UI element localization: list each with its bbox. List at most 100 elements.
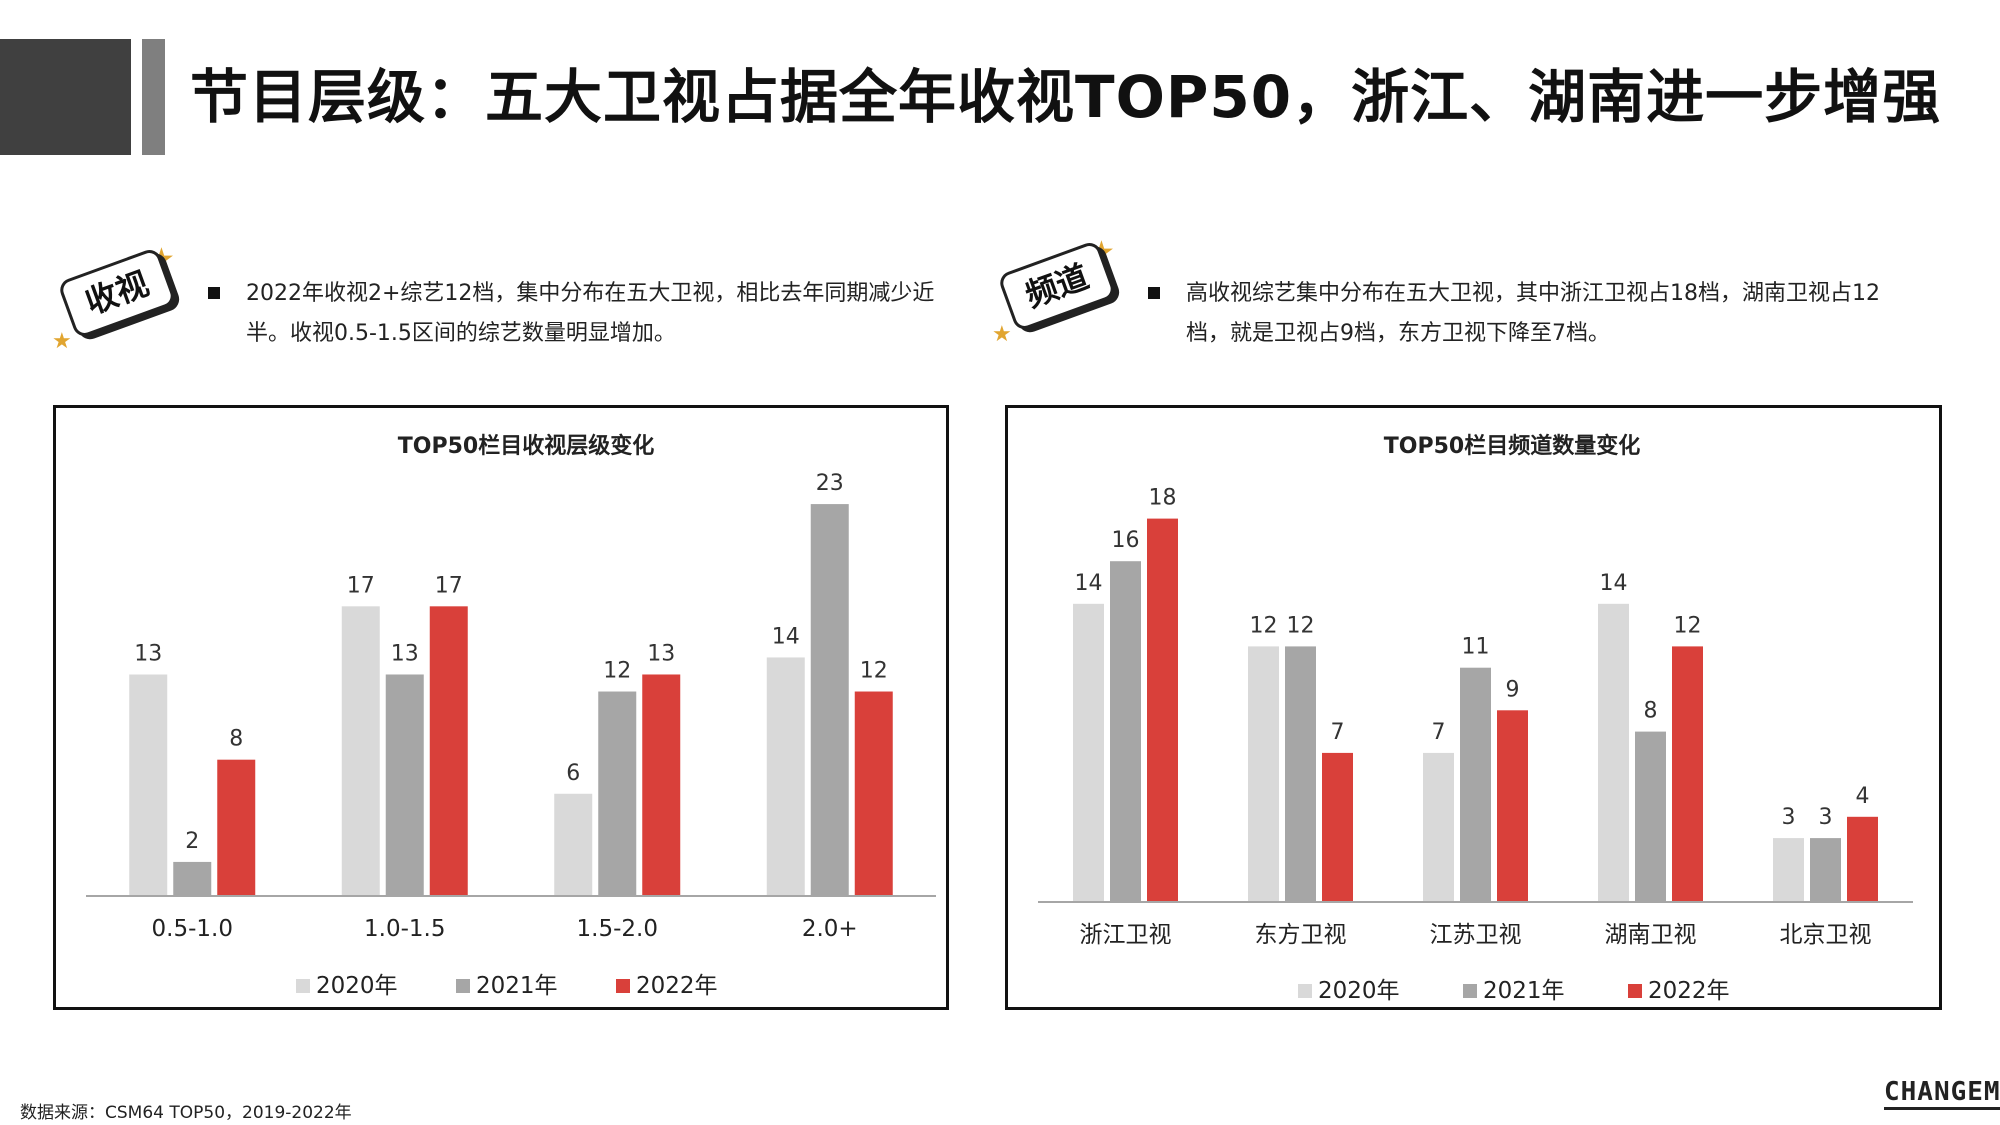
bar-2020 [1248, 646, 1279, 902]
left-bullet-line-1: 2022年收视2+综艺12档，集中分布在五大卫视，相比去年同期减少近 [246, 281, 935, 306]
category-tick-label: 湖南卫视 [1605, 922, 1697, 948]
data-label: 2 [185, 829, 199, 854]
star-icon: ★ [992, 322, 1012, 347]
data-label: 18 [1149, 486, 1177, 511]
legend-label: 2020年 [1318, 978, 1400, 1004]
data-label: 23 [816, 471, 844, 496]
category-tick-label: 2.0+ [802, 916, 858, 942]
bar-2022 [854, 691, 893, 896]
bar-2021 [1810, 838, 1841, 902]
category-tick-label: 1.5-2.0 [577, 916, 658, 942]
bar-2020 [766, 657, 805, 896]
chart-panel-channels: TOP50栏目频道数量变化 14 16 18 浙江卫视 12 12 7 东方卫视 7 11 9 江苏卫视… [1005, 405, 1942, 1010]
legend-label: 2021年 [476, 973, 558, 999]
bar-2022 [1497, 710, 1528, 902]
data-label: 17 [347, 573, 375, 598]
bullet-square-icon [208, 287, 220, 299]
data-label: 12 [603, 659, 631, 684]
bar-2020 [341, 606, 380, 896]
bar-2022 [1322, 752, 1353, 902]
category-tick-label: 浙江卫视 [1080, 922, 1172, 948]
data-label: 12 [1250, 613, 1278, 638]
data-label: 7 [1331, 720, 1345, 745]
bar-2021 [1460, 667, 1491, 902]
legend-label: 2020年 [316, 973, 398, 999]
data-label: 6 [566, 761, 580, 786]
data-label: 8 [229, 727, 243, 752]
data-label: 13 [391, 641, 419, 666]
badge-label: 收视 [56, 246, 178, 340]
legend-swatch [616, 979, 630, 993]
bullet-square-icon [1148, 287, 1160, 299]
category-tick-label: 1.0-1.5 [364, 916, 445, 942]
data-label: 8 [1644, 699, 1658, 724]
star-icon: ★ [52, 329, 72, 354]
category-tick-label: 江苏卫视 [1430, 922, 1522, 948]
chart-title: TOP50栏目频道数量变化 [1384, 433, 1640, 459]
data-label: 12 [1287, 613, 1315, 638]
bar-2020 [1423, 752, 1454, 902]
page-title: 节目层级：五大卫视占据全年收视TOP50，浙江、湖南进一步增强 [190, 63, 1942, 131]
bar-2022 [642, 674, 681, 896]
legend-label: 2021年 [1483, 978, 1565, 1004]
title-accent-bar [142, 39, 165, 155]
data-label: 7 [1432, 720, 1446, 745]
legend-swatch [1298, 984, 1312, 998]
right-bullet-line-2: 档，就是卫视占9档，东方卫视下降至7档。 [1186, 321, 1610, 346]
data-label: 4 [1856, 784, 1870, 809]
data-label: 14 [772, 624, 800, 649]
badge-channel: ★ ★ 频道 [992, 238, 1118, 347]
legend-swatch [1463, 984, 1477, 998]
left-bullet: 2022年收视2+综艺12档，集中分布在五大卫视，相比去年同期减少近 半。收视0… [208, 274, 966, 354]
data-label: 3 [1819, 805, 1833, 830]
category-tick-label: 东方卫视 [1255, 922, 1347, 948]
data-label: 17 [435, 573, 463, 598]
data-label: 13 [647, 641, 675, 666]
legend-swatch [456, 979, 470, 993]
bar-2020 [554, 793, 593, 896]
legend-swatch [1628, 984, 1642, 998]
chart-ratings-levels: TOP50栏目收视层级变化 13 2 8 0.5-1.0 17 13 17 1.0-1.5 6 12… [86, 433, 936, 999]
legend-label: 2022年 [636, 973, 718, 999]
bar-2022 [217, 759, 256, 896]
badge-ratings: ★ ★ 收视 [52, 245, 178, 354]
bar-2021 [1635, 731, 1666, 902]
chart-panel-ratings: TOP50栏目收视层级变化 13 2 8 0.5-1.0 17 13 17 1.0-1.5 6 12… [53, 405, 949, 1010]
data-source: 数据来源：CSM64 TOP50，2019-2022年 [20, 1103, 352, 1123]
category-tick-label: 0.5-1.0 [152, 916, 233, 942]
data-label: 16 [1112, 528, 1140, 553]
left-bullet-line-2: 半。收视0.5-1.5区间的综艺数量明显增加。 [246, 321, 676, 346]
data-label: 12 [1674, 613, 1702, 638]
data-label: 14 [1075, 571, 1103, 596]
chart-channel-counts: TOP50栏目频道数量变化 14 16 18 浙江卫视 12 12 7 东方卫视 7 11 9 江苏卫视… [1038, 433, 1913, 1004]
data-label: 13 [134, 641, 162, 666]
bar-2021 [810, 504, 849, 896]
bar-2021 [1285, 646, 1316, 902]
bar-2021 [173, 861, 212, 896]
right-bullet-line-1: 高收视综艺集中分布在五大卫视，其中浙江卫视占18档，湖南卫视占12 [1186, 281, 1880, 306]
bar-2020 [1598, 603, 1629, 902]
right-bullet: 高收视综艺集中分布在五大卫视，其中浙江卫视占18档，湖南卫视占12 档，就是卫视… [1148, 274, 1906, 354]
title-accent-block [0, 39, 131, 155]
data-label: 12 [860, 659, 888, 684]
bar-2021 [1110, 561, 1141, 902]
data-label: 3 [1782, 805, 1796, 830]
legend-label: 2022年 [1648, 978, 1730, 1004]
brand-logo: CHANGEMO [1884, 1077, 2000, 1110]
bar-2022 [1672, 646, 1703, 902]
bar-2020 [1073, 603, 1104, 902]
data-label: 14 [1600, 571, 1628, 596]
legend-swatch [296, 979, 310, 993]
category-tick-label: 北京卫视 [1780, 922, 1872, 948]
bar-2022 [1847, 816, 1878, 902]
bar-2021 [385, 674, 424, 896]
badge-label: 频道 [996, 239, 1118, 333]
bar-2020 [129, 674, 168, 896]
chart-title: TOP50栏目收视层级变化 [398, 433, 654, 459]
bar-2020 [1773, 838, 1804, 902]
bar-2021 [598, 691, 637, 896]
bar-2022 [429, 606, 468, 896]
data-label: 11 [1462, 635, 1490, 660]
data-label: 9 [1506, 677, 1520, 702]
bar-2022 [1147, 518, 1178, 902]
